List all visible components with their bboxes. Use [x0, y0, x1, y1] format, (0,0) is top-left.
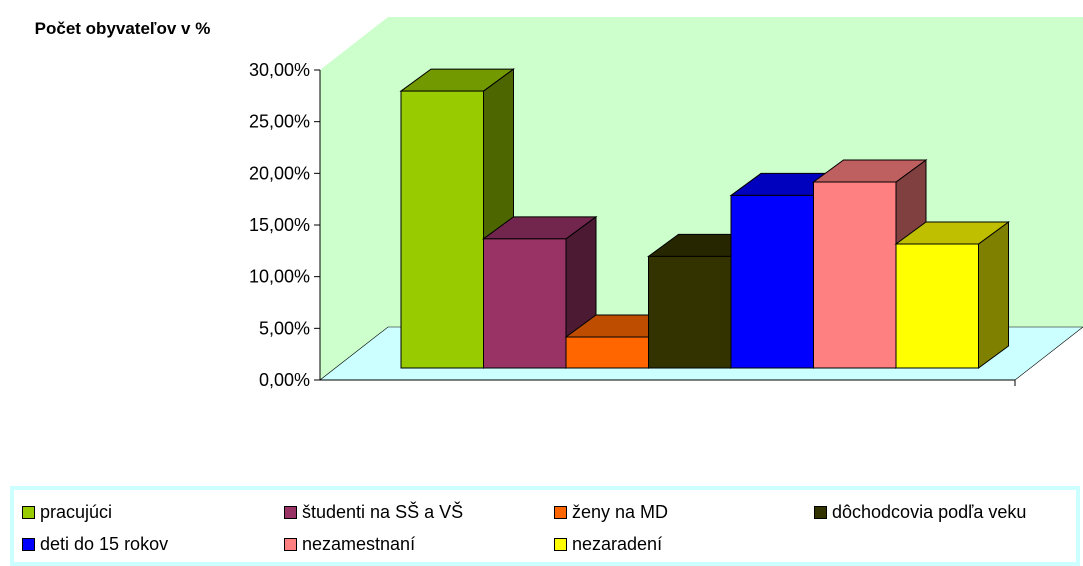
y-tick-label: 15,00%	[249, 215, 310, 235]
legend-swatch	[22, 537, 35, 551]
y-tick-label: 0,00%	[259, 370, 310, 390]
legend-swatch	[554, 537, 567, 551]
legend-item: nezamestnaní	[284, 532, 415, 556]
legend-label: nezaradení	[572, 533, 663, 554]
legend-swatch	[284, 537, 297, 551]
bar-chart: 0,00% 5,00% 10,00% 15,00% 20,00% 25,00% 30,00%	[249, 17, 1083, 390]
legend-item: deti do 15 rokov	[22, 532, 168, 556]
y-axis-title: Počet obyvateľov v %	[34, 19, 211, 38]
legend-label: študenti na SŠ a VŠ	[302, 501, 464, 522]
legend: pracujúci študenti na SŠ a VŠ ženy na MD dô…	[10, 486, 1080, 566]
y-tick-label: 10,00%	[249, 267, 310, 287]
legend-label: nezamestnaní	[302, 533, 416, 554]
bar	[483, 238, 567, 369]
bar	[813, 181, 897, 369]
legend-label: deti do 15 rokov	[40, 533, 169, 554]
legend-item: nezaradení	[554, 532, 662, 556]
legend-swatch	[284, 505, 297, 519]
legend-swatch	[554, 505, 567, 519]
legend-item: študenti na SŠ a VŠ	[284, 500, 463, 524]
legend-label: pracujúci	[40, 501, 113, 522]
legend-swatch	[814, 505, 827, 519]
legend-item: dôchodcovia podľa veku	[814, 500, 1026, 524]
y-tick-label: 30,00%	[249, 60, 310, 80]
legend-item: pracujúci	[22, 500, 112, 524]
legend-label: ženy na MD	[572, 501, 669, 522]
bar	[648, 255, 732, 369]
legend-item: ženy na MD	[554, 500, 668, 524]
bar	[895, 243, 979, 369]
bar-side	[978, 221, 1009, 369]
side-wall	[320, 17, 388, 380]
bar	[400, 90, 484, 369]
legend-label: dôchodcovia podľa veku	[832, 501, 1027, 522]
bar	[730, 194, 814, 369]
y-tick-label: 5,00%	[259, 318, 310, 338]
bar	[565, 336, 649, 369]
y-tick-label: 25,00%	[249, 112, 310, 132]
legend-swatch	[22, 505, 35, 519]
y-tick-label: 20,00%	[249, 163, 310, 183]
